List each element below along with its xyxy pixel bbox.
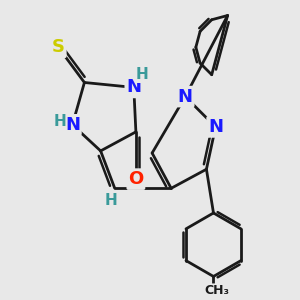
Text: CH₃: CH₃ bbox=[205, 284, 230, 297]
Text: H: H bbox=[53, 114, 66, 129]
Text: N: N bbox=[126, 78, 141, 96]
Text: O: O bbox=[128, 170, 143, 188]
Text: N: N bbox=[208, 118, 223, 136]
Text: H: H bbox=[105, 193, 118, 208]
Text: N: N bbox=[65, 116, 80, 134]
Text: H: H bbox=[136, 67, 148, 82]
Text: N: N bbox=[178, 88, 193, 106]
Text: S: S bbox=[52, 38, 65, 56]
